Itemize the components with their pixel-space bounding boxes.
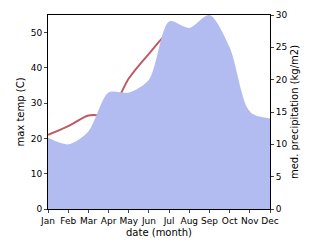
svg-text:30: 30: [276, 10, 288, 20]
svg-text:25: 25: [276, 42, 287, 52]
svg-text:Dec: Dec: [261, 216, 278, 226]
svg-text:Mar: Mar: [80, 216, 97, 226]
svg-text:40: 40: [31, 63, 43, 73]
svg-text:Aug: Aug: [180, 216, 198, 226]
svg-text:date (month): date (month): [126, 227, 192, 238]
svg-text:med. precipitation (kg/m2): med. precipitation (kg/m2): [289, 45, 300, 179]
svg-text:max temp (C): max temp (C): [15, 77, 26, 146]
svg-text:10: 10: [276, 139, 288, 149]
svg-text:10: 10: [31, 169, 43, 179]
svg-text:Feb: Feb: [60, 216, 76, 226]
svg-text:0: 0: [36, 204, 42, 214]
svg-text:50: 50: [31, 28, 43, 38]
svg-text:Jun: Jun: [141, 216, 156, 226]
svg-text:0: 0: [276, 204, 282, 214]
svg-text:30: 30: [31, 98, 43, 108]
svg-text:20: 20: [276, 75, 288, 85]
svg-text:20: 20: [31, 134, 43, 144]
svg-text:15: 15: [276, 107, 287, 117]
svg-text:Nov: Nov: [241, 216, 259, 226]
svg-text:Jan: Jan: [40, 216, 55, 226]
svg-text:Apr: Apr: [101, 216, 117, 226]
svg-text:May: May: [119, 216, 138, 226]
svg-text:Sep: Sep: [201, 216, 218, 226]
svg-text:5: 5: [276, 172, 282, 182]
svg-text:Jul: Jul: [163, 216, 175, 226]
svg-text:Oct: Oct: [222, 216, 238, 226]
